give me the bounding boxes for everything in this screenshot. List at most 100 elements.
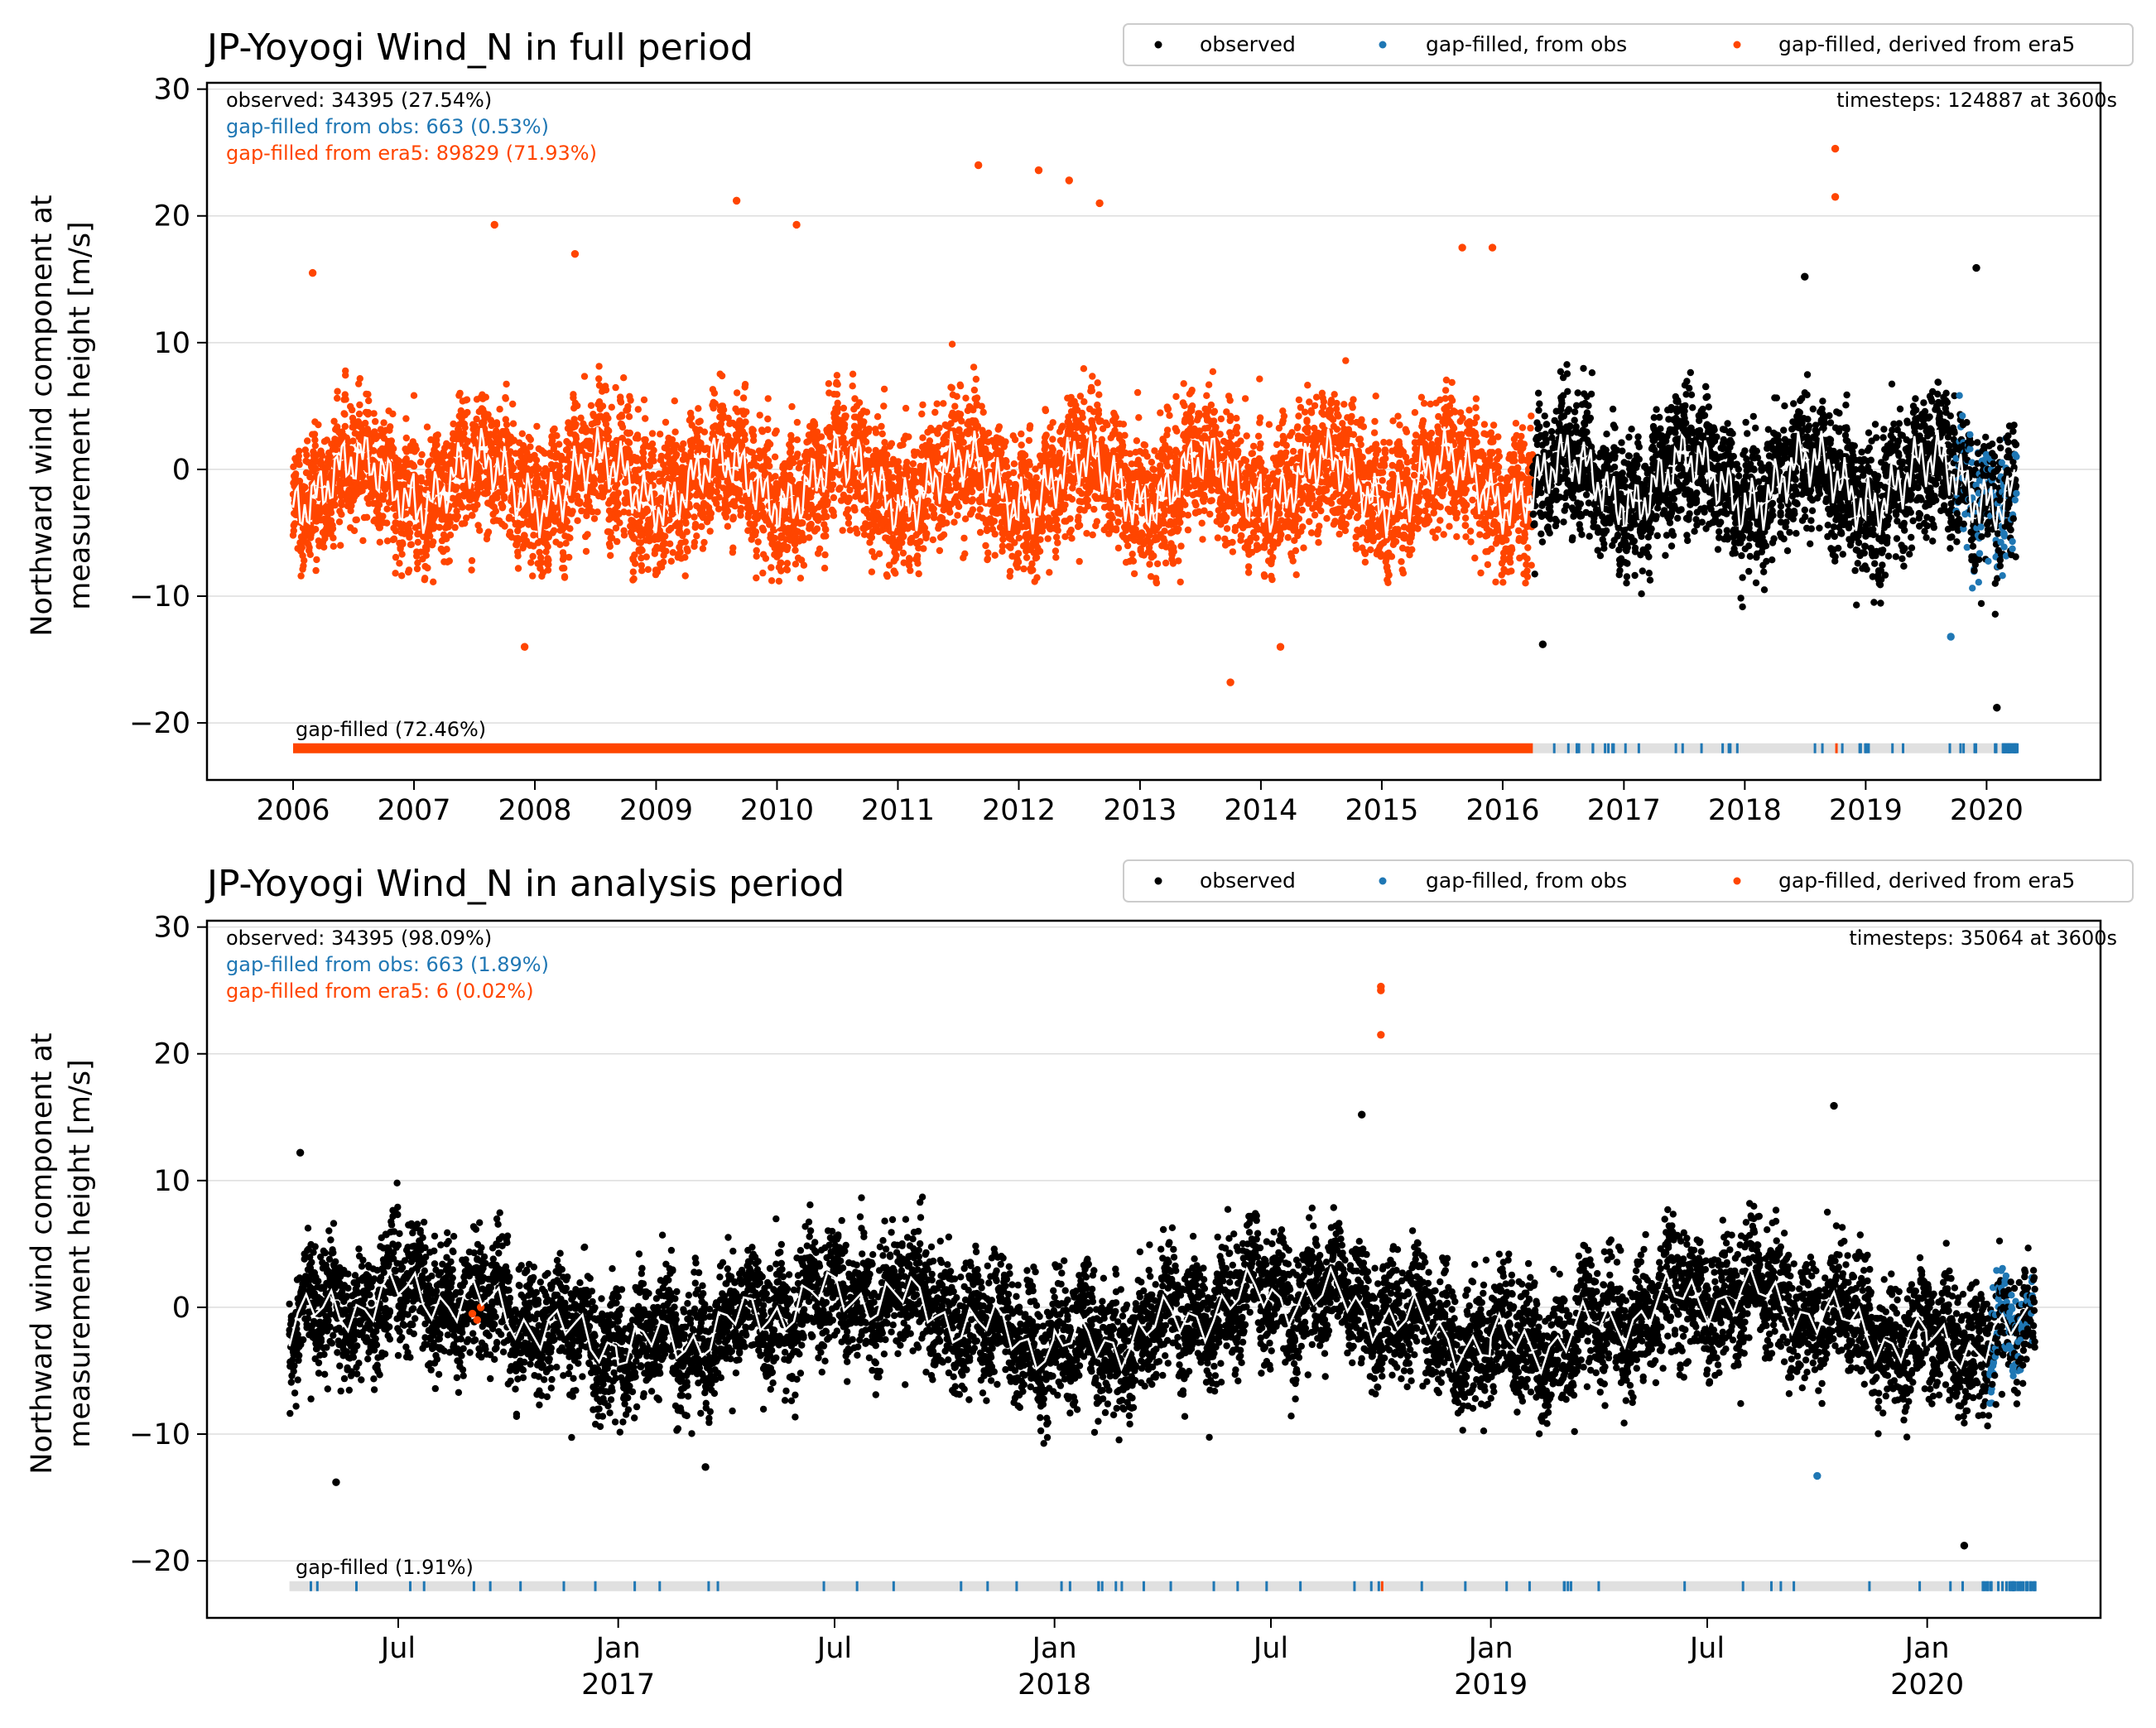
data-point (698, 523, 705, 530)
data-point (753, 553, 760, 560)
data-point (667, 541, 673, 547)
data-point (334, 395, 340, 402)
data-point (697, 418, 704, 425)
data-point (338, 511, 344, 517)
data-point (822, 532, 829, 539)
data-point (557, 473, 564, 479)
data-point (668, 558, 675, 565)
data-point (644, 508, 651, 514)
data-point (313, 556, 320, 563)
data-point (888, 440, 895, 447)
data-point (1050, 419, 1056, 426)
data-point (977, 506, 984, 513)
data-point (1068, 535, 1075, 542)
data-point (776, 578, 782, 585)
data-point (389, 411, 396, 417)
data-point (529, 572, 536, 579)
data-point (383, 506, 390, 513)
data-point (503, 395, 509, 402)
data-point (743, 408, 749, 415)
data-point (684, 547, 691, 554)
data-point (328, 509, 334, 516)
data-point (485, 528, 492, 535)
data-point (607, 552, 614, 559)
data-point (784, 544, 791, 551)
data-point (657, 431, 663, 437)
data-point (633, 457, 640, 464)
data-point (399, 541, 406, 547)
data-point (624, 403, 631, 410)
data-point (379, 513, 386, 519)
data-point (650, 458, 657, 464)
data-point (620, 374, 627, 381)
data-point (304, 437, 310, 444)
data-point (1089, 387, 1095, 394)
data-point (912, 489, 918, 495)
data-point (750, 471, 757, 478)
data-point (621, 532, 628, 538)
data-point (356, 411, 363, 417)
data-point (1015, 550, 1022, 556)
data-point (421, 575, 428, 581)
data-point (415, 539, 421, 546)
data-point (957, 383, 964, 389)
data-point (1037, 537, 1043, 543)
data-point (797, 575, 804, 581)
data-point (292, 470, 299, 477)
data-point (643, 553, 650, 560)
data-point (973, 376, 979, 383)
data-point (860, 418, 867, 425)
data-point (638, 567, 645, 574)
data-point (827, 434, 834, 440)
data-point (834, 372, 840, 378)
data-point (319, 452, 325, 459)
data-point (330, 543, 337, 550)
data-point (949, 384, 955, 391)
data-point (312, 526, 319, 532)
data-point (700, 539, 707, 546)
data-point (1094, 518, 1100, 525)
data-point (768, 577, 775, 584)
data-point (818, 433, 825, 440)
data-point (742, 381, 748, 387)
data-point (365, 397, 372, 404)
data-point (893, 552, 899, 559)
data-point (955, 503, 962, 510)
data-point (459, 503, 465, 510)
data-point (307, 551, 314, 558)
data-point (607, 543, 614, 550)
data-point (649, 440, 656, 447)
data-point (447, 532, 454, 538)
data-point (970, 363, 977, 370)
data-point (619, 424, 626, 431)
data-point (433, 441, 440, 448)
data-point (767, 440, 773, 447)
data-point (1095, 407, 1102, 413)
data-point (737, 512, 744, 518)
data-point (1011, 460, 1018, 467)
data-point (583, 548, 590, 555)
data-point (627, 397, 633, 403)
data-point (724, 523, 731, 530)
data-point (924, 513, 931, 519)
data-point (510, 421, 517, 427)
data-point (443, 546, 450, 552)
data-point (387, 423, 393, 430)
data-point (348, 445, 354, 452)
data-point (604, 415, 611, 421)
data-point (418, 451, 425, 458)
data-point (755, 538, 762, 545)
data-point (879, 431, 886, 437)
data-point (799, 519, 806, 526)
data-point (693, 532, 700, 539)
data-point (960, 439, 967, 445)
data-point (794, 419, 801, 426)
data-point (1027, 422, 1033, 429)
data-point (469, 512, 475, 518)
data-point (764, 426, 771, 433)
data-point (390, 445, 397, 452)
data-point (825, 498, 831, 505)
data-point (510, 464, 517, 471)
data-point (691, 539, 698, 546)
data-point (296, 461, 302, 468)
